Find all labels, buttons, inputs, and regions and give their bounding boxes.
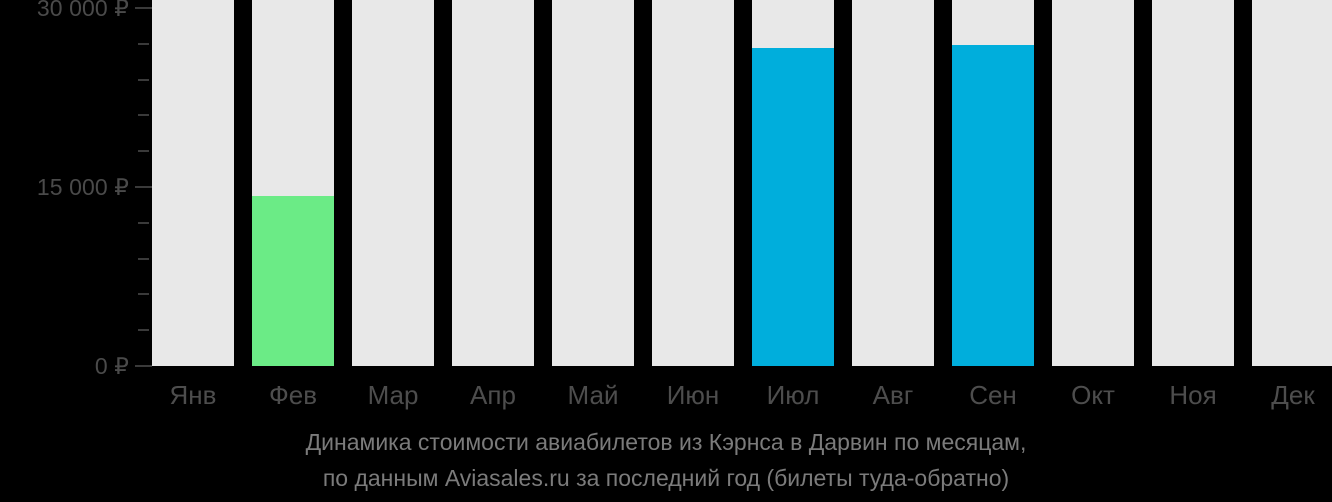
y-axis-tick-mark [135, 186, 152, 188]
y-axis-tick-mark [138, 257, 149, 260]
x-axis-label: Авг [872, 380, 914, 410]
x-axis-label: Янв [169, 380, 217, 410]
bar-column[interactable] [152, 0, 234, 366]
bar-column[interactable] [1052, 0, 1134, 366]
bar-column[interactable] [552, 0, 634, 366]
caption-line-2: по данным Aviasales.ru за последний год … [322, 465, 1010, 491]
y-axis-tick-label: 15 000 ₽ [36, 173, 129, 200]
bar-value[interactable] [752, 47, 834, 366]
x-axis-label: Ноя [1169, 380, 1217, 410]
y-axis-tick-mark [138, 221, 149, 224]
bar-track [352, 0, 434, 366]
bar-column[interactable] [352, 0, 434, 366]
y-axis-tick-mark [135, 7, 152, 9]
y-axis-tick-mark [138, 42, 149, 45]
y-axis-tick-mark [138, 114, 149, 117]
bar-track [1152, 0, 1234, 366]
x-axis-label: Май [567, 380, 619, 410]
y-axis-tick-label: 0 ₽ [94, 352, 129, 379]
y-axis-tick-mark [138, 78, 149, 81]
bar-value[interactable] [252, 195, 334, 366]
x-axis-label: Июн [666, 380, 720, 410]
bar-track [552, 0, 634, 366]
bar-column[interactable] [952, 0, 1034, 366]
x-axis-label: Мар [367, 380, 419, 410]
bar-column[interactable] [852, 0, 934, 366]
bar-track [1052, 0, 1134, 366]
x-axis-label: Апр [470, 380, 516, 410]
x-axis-label: Окт [1071, 380, 1115, 410]
x-axis-label: Дек [1271, 380, 1315, 410]
bar-track [452, 0, 534, 366]
bar-track [152, 0, 234, 366]
x-axis-label: Фев [268, 380, 318, 410]
bar-column[interactable] [752, 0, 834, 366]
y-axis-tick-mark [138, 293, 149, 296]
y-axis-tick-mark [138, 150, 149, 153]
chart-caption: Динамика стоимости авиабилетов из Кэрнса… [0, 424, 1332, 496]
y-axis-tick-label: 30 000 ₽ [36, 0, 129, 21]
caption-line-1: Динамика стоимости авиабилетов из Кэрнса… [305, 429, 1027, 455]
chart-plot-area [152, 0, 1332, 366]
x-axis: Янв Фев Мар Апр Май Июн Июл Авг Сен Окт Ноя Дек [0, 378, 1332, 418]
bar-track [652, 0, 734, 366]
bar-column[interactable] [1152, 0, 1234, 366]
x-axis-label: Июл [766, 380, 820, 410]
bar-track [1252, 0, 1332, 366]
y-axis-tick-mark [135, 365, 152, 367]
x-axis-label: Сен [969, 380, 1017, 410]
y-axis: 0 ₽ 15 000 ₽ 30 000 ₽ [0, 0, 152, 380]
y-axis-tick-mark [138, 329, 149, 332]
bar-column[interactable] [252, 0, 334, 366]
bar-column[interactable] [452, 0, 534, 366]
bar-value[interactable] [952, 45, 1034, 366]
bar-column[interactable] [652, 0, 734, 366]
bar-track [852, 0, 934, 366]
bar-column[interactable] [1252, 0, 1332, 366]
